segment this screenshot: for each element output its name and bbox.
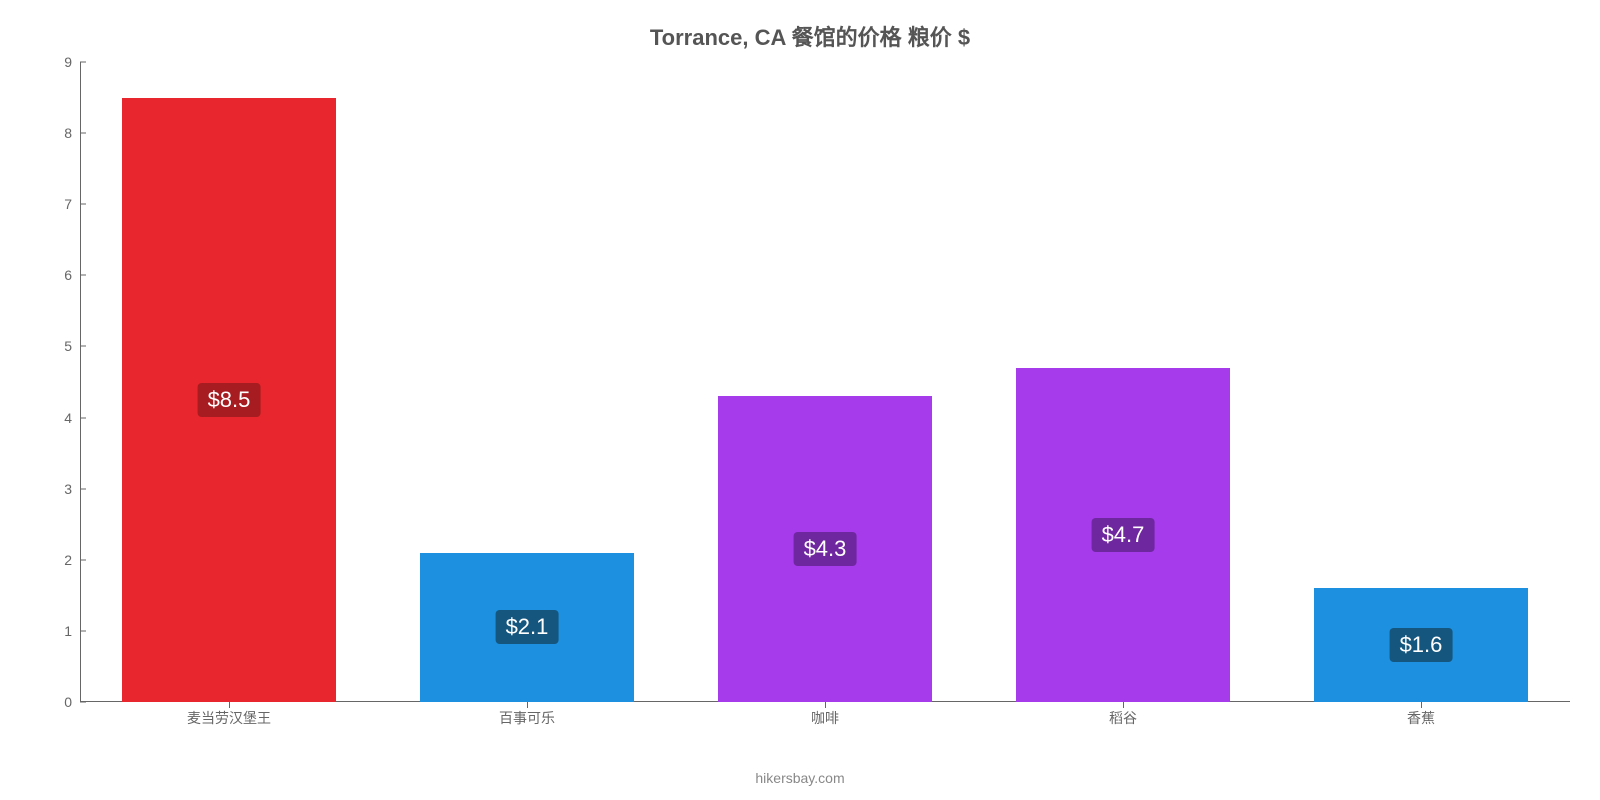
y-tick-label: 0 <box>64 694 72 710</box>
bar: $4.7 <box>1016 368 1231 702</box>
price-chart: Torrance, CA 餐馆的价格 粮价 $ 0123456789 $8.5$… <box>0 0 1600 800</box>
y-tick-label: 4 <box>64 410 72 426</box>
y-tick-label: 3 <box>64 481 72 497</box>
chart-footer: hikersbay.com <box>0 770 1600 786</box>
bar: $4.3 <box>718 396 933 702</box>
bar-slot: $8.5 <box>122 62 337 702</box>
bar-value-label: $8.5 <box>198 383 261 417</box>
bar-value-label: $2.1 <box>496 610 559 644</box>
x-axis-label: 香蕉 <box>1407 708 1435 728</box>
y-axis: 0123456789 <box>50 62 80 702</box>
y-tick-label: 8 <box>64 125 72 141</box>
x-axis-label: 百事可乐 <box>499 708 555 728</box>
y-tick-label: 7 <box>64 196 72 212</box>
bar: $8.5 <box>122 98 337 702</box>
bar-value-label: $1.6 <box>1390 628 1453 662</box>
bar-value-label: $4.7 <box>1092 518 1155 552</box>
bar: $1.6 <box>1314 588 1529 702</box>
y-tick-label: 1 <box>64 623 72 639</box>
bar: $2.1 <box>420 553 635 702</box>
y-tick-label: 6 <box>64 267 72 283</box>
y-tick-label: 5 <box>64 338 72 354</box>
plot-area: 0123456789 $8.5$2.1$4.3$4.7$1.6 麦当劳汉堡王百事… <box>50 62 1570 702</box>
bar-slot: $1.6 <box>1314 62 1529 702</box>
chart-title: Torrance, CA 餐馆的价格 粮价 $ <box>50 20 1570 52</box>
bar-value-label: $4.3 <box>794 532 857 566</box>
x-axis-label: 麦当劳汉堡王 <box>187 708 271 728</box>
y-tick-label: 2 <box>64 552 72 568</box>
bar-slot: $2.1 <box>420 62 635 702</box>
x-axis-label: 稻谷 <box>1109 708 1137 728</box>
bar-slot: $4.3 <box>718 62 933 702</box>
x-axis-label: 咖啡 <box>811 708 839 728</box>
bar-slot: $4.7 <box>1016 62 1231 702</box>
x-axis-labels: 麦当劳汉堡王 百事可乐 咖啡 稻谷 香蕉 <box>80 702 1570 732</box>
y-tick-label: 9 <box>64 54 72 70</box>
bars-container: $8.5 $2.1 $4.3 $4.7 $1.6 <box>80 62 1570 702</box>
